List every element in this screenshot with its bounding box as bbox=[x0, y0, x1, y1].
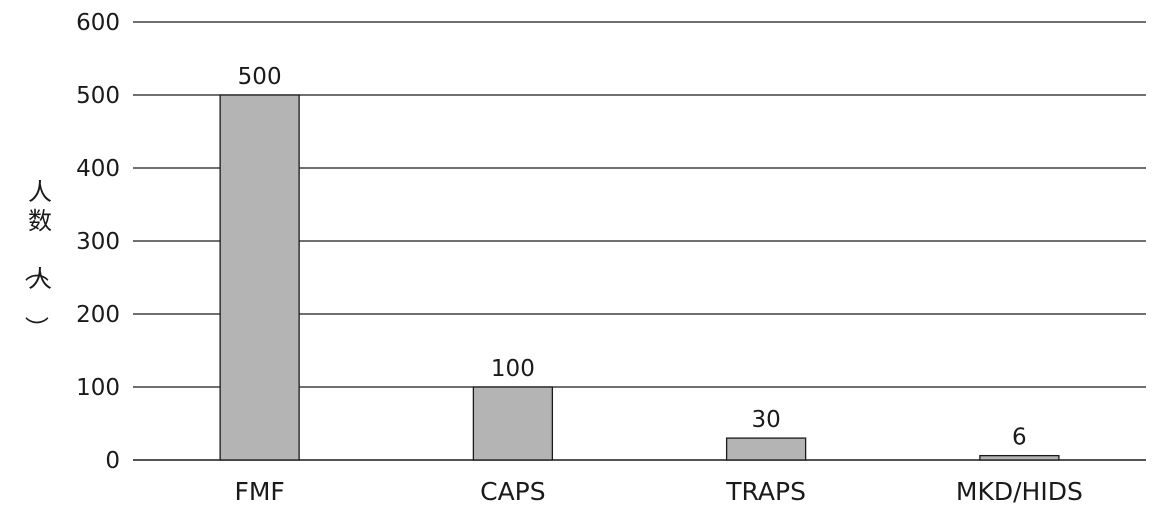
y-tick-label-0: 0 bbox=[105, 448, 120, 474]
y-tick-label-500: 500 bbox=[76, 83, 120, 109]
data-label-caps: 100 bbox=[491, 356, 535, 382]
data-label-fmf: 500 bbox=[238, 64, 282, 90]
y-axis-tick-labels: 0 100 200 300 400 500 600 bbox=[76, 10, 120, 474]
bar-mkd-hids bbox=[979, 454, 1060, 461]
category-label-mkd-hids: MKD/HIDS bbox=[956, 477, 1083, 506]
y-tick-label-100: 100 bbox=[76, 375, 120, 401]
y-tick-label-600: 600 bbox=[76, 10, 120, 36]
y-axis-label-text: 人数（人） bbox=[22, 178, 52, 340]
gridlines bbox=[133, 21, 1146, 461]
bar-fmf bbox=[219, 94, 300, 461]
category-label-traps: TRAPS bbox=[725, 477, 806, 506]
x-axis-category-labels: FMF CAPS TRAPS MKD/HIDS bbox=[234, 477, 1082, 506]
y-tick-label-300: 300 bbox=[76, 229, 120, 255]
category-label-caps: CAPS bbox=[480, 477, 546, 506]
y-tick-label-200: 200 bbox=[76, 302, 120, 328]
y-tick-label-400: 400 bbox=[76, 156, 120, 182]
bars bbox=[219, 94, 1060, 461]
bar-caps bbox=[472, 386, 554, 461]
data-label-traps: 30 bbox=[751, 407, 780, 433]
data-label-mkd-hids: 6 bbox=[1012, 425, 1027, 451]
y-axis-label: 人数（人） bbox=[22, 178, 52, 340]
bar-traps bbox=[725, 437, 807, 461]
category-label-fmf: FMF bbox=[234, 477, 284, 506]
data-labels: 500 100 30 6 bbox=[238, 64, 1027, 451]
